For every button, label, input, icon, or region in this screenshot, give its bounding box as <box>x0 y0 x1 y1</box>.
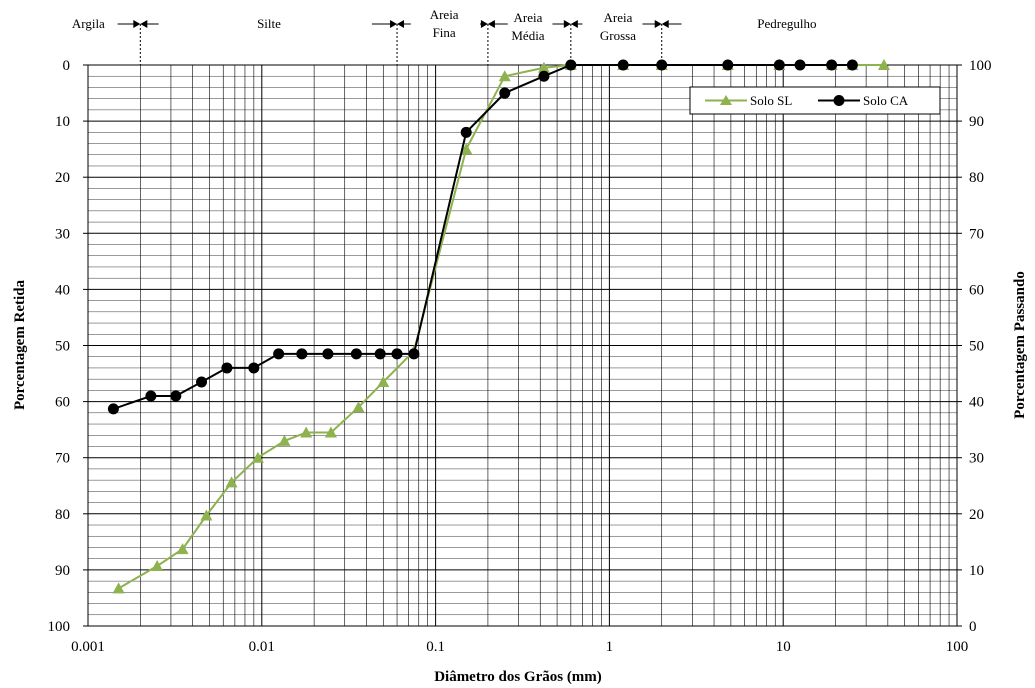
data-point-solo-sl <box>352 401 365 413</box>
right-y-tick-label: 50 <box>969 339 984 355</box>
data-point-solo-sl <box>537 61 550 73</box>
x-tick-label: 100 <box>946 639 969 655</box>
left-y-tick-label: 70 <box>55 451 70 467</box>
data-point-solo-ca <box>145 390 157 402</box>
left-y-tick-label: 100 <box>48 619 71 635</box>
x-tick-label: 1 <box>606 639 614 655</box>
right-y-tick-label: 0 <box>969 619 977 635</box>
left-y-tick-label: 50 <box>55 339 70 355</box>
data-point-solo-ca <box>408 348 420 360</box>
data-point-solo-ca <box>248 362 260 374</box>
left-y-tick-label: 0 <box>63 58 71 74</box>
x-tick-label: 0.1 <box>426 639 445 655</box>
data-point-solo-sl <box>324 426 337 438</box>
size-band-dividers <box>117 20 682 65</box>
right-y-tick-label: 40 <box>969 395 984 411</box>
data-point-solo-ca <box>221 362 233 374</box>
data-point-solo-ca <box>499 87 511 99</box>
major-gridlines <box>83 64 962 627</box>
x-tick-label: 10 <box>776 639 791 655</box>
size-band-labels: Argila Silte Areia Fina Areia Média Areia Gross… <box>72 7 817 43</box>
data-point-solo-ca <box>350 348 362 360</box>
left-y-tick-label: 20 <box>55 170 70 186</box>
data-point-solo-ca <box>273 348 285 360</box>
left-y-tick-label: 80 <box>55 507 70 523</box>
size-band-label: Grossa <box>600 28 636 43</box>
x-tick-labels: 0.001 0.01 0.1 1 10 100 <box>71 639 968 655</box>
plot-frame <box>87 64 958 627</box>
right-axis-title: Porcentagem Passando <box>1012 271 1028 419</box>
left-y-tick-labels: 0 10 20 30 40 50 60 70 80 90 100 <box>48 58 71 635</box>
legend-marker-solo-sl <box>720 95 732 105</box>
size-band-label: Argila <box>72 16 105 31</box>
right-y-tick-label: 90 <box>969 114 984 130</box>
data-point-solo-sl <box>200 509 213 521</box>
size-band-label: Média <box>511 28 544 43</box>
left-y-tick-label: 60 <box>55 395 70 411</box>
data-point-solo-ca <box>374 348 386 360</box>
size-band-label: Areia <box>604 10 633 25</box>
data-point-solo-ca <box>773 59 785 71</box>
series-line-solo-ca <box>113 64 853 410</box>
data-point-solo-ca <box>826 59 838 71</box>
data-point-solo-ca <box>722 59 734 71</box>
data-point-solo-sl <box>377 375 390 387</box>
data-point-solo-ca <box>565 59 577 71</box>
legend-marker-solo-ca <box>833 95 845 106</box>
legend-label-solo-ca: Solo CA <box>863 93 909 108</box>
legend: Solo SL Solo CA <box>689 86 941 115</box>
data-point-solo-ca <box>322 348 334 360</box>
right-y-tick-label: 80 <box>969 170 984 186</box>
right-y-tick-label: 10 <box>969 563 984 579</box>
size-band-label: Fina <box>433 25 456 40</box>
right-y-tick-label: 100 <box>969 58 992 74</box>
data-point-solo-ca <box>170 390 182 402</box>
data-point-solo-ca <box>538 70 550 82</box>
size-band-label: Silte <box>257 16 281 31</box>
data-point-solo-ca <box>794 59 806 71</box>
data-point-solo-sl <box>498 70 511 82</box>
x-tick-label: 0.001 <box>71 639 105 655</box>
right-y-tick-label: 20 <box>969 507 984 523</box>
data-point-solo-ca <box>196 376 208 388</box>
data-point-solo-ca <box>460 126 472 138</box>
data-point-solo-ca <box>617 59 629 71</box>
data-point-solo-sl <box>251 451 264 463</box>
size-band-label: Pedregulho <box>757 16 816 31</box>
series-layer <box>107 59 890 594</box>
left-y-tick-label: 40 <box>55 282 70 298</box>
legend-label-solo-sl: Solo SL <box>750 93 792 108</box>
x-tick-label: 0.01 <box>249 639 275 655</box>
size-band-label: Areia <box>514 10 543 25</box>
data-point-solo-ca <box>656 59 668 71</box>
data-point-solo-ca <box>107 403 119 415</box>
data-point-solo-ca <box>846 59 858 71</box>
data-point-solo-sl <box>278 434 291 446</box>
data-point-solo-sl <box>877 59 890 70</box>
left-y-tick-label: 10 <box>55 114 70 130</box>
data-point-solo-sl <box>151 559 164 571</box>
right-y-tick-label: 70 <box>969 226 984 242</box>
data-point-solo-sl <box>300 426 313 438</box>
data-point-solo-sl <box>460 143 473 155</box>
left-y-tick-label: 30 <box>55 226 70 242</box>
data-point-solo-sl <box>225 476 238 488</box>
size-band-label: Areia <box>430 7 459 22</box>
data-point-solo-sl <box>176 543 189 555</box>
data-point-solo-ca <box>391 348 403 360</box>
left-axis-title: Porcentagem Retida <box>12 279 28 410</box>
right-y-tick-label: 30 <box>969 451 984 467</box>
right-y-tick-label: 60 <box>969 282 984 298</box>
data-point-solo-sl <box>112 582 125 594</box>
x-axis-title: Diâmetro dos Grãos (mm) <box>434 669 602 685</box>
left-y-tick-label: 90 <box>55 563 70 579</box>
data-point-solo-ca <box>296 348 308 360</box>
